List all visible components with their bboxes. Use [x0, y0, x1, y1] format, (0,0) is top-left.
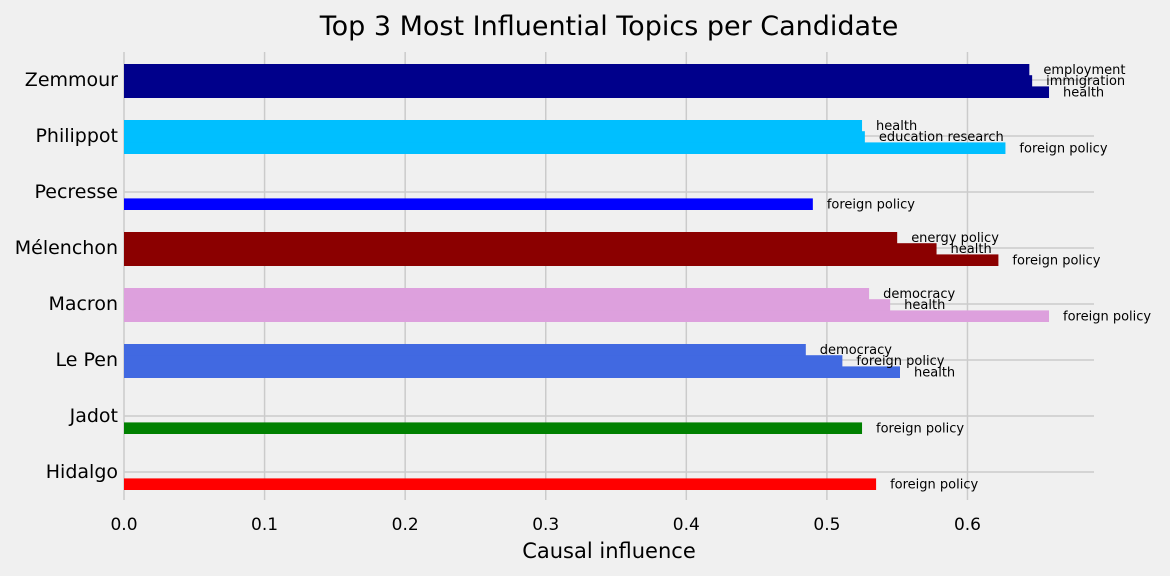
y-tick-label: Le Pen — [56, 349, 119, 371]
bar-label: foreign policy — [890, 477, 978, 492]
chart-title: Top 3 Most Influential Topics per Candid… — [319, 11, 899, 42]
bar-label: health — [914, 365, 955, 380]
bar-label: health — [1063, 85, 1104, 100]
y-tick-label: Jadot — [69, 405, 118, 427]
bar-label: foreign policy — [1063, 309, 1151, 324]
bar — [124, 232, 898, 244]
bar-label: health — [904, 298, 945, 313]
bars — [124, 64, 1050, 490]
bar — [124, 86, 1050, 98]
bar-labels: employmentimmigrationhealthhealtheducati… — [820, 63, 1152, 492]
x-axis-label: Causal influence — [522, 539, 696, 563]
bar — [124, 288, 870, 300]
bar — [124, 310, 1050, 322]
x-tick-label: 0.5 — [813, 515, 840, 535]
y-tick-label: Macron — [48, 293, 118, 315]
y-tick-label: Philippot — [35, 125, 118, 147]
bar-label: education research — [879, 130, 1004, 145]
bar-label: health — [876, 119, 917, 134]
bar — [124, 355, 843, 367]
bar-label: foreign policy — [827, 197, 915, 212]
x-tick-label: 0.3 — [532, 515, 559, 535]
x-tick-labels: 0.0 0.1 0.2 0.3 0.4 0.5 0.6 — [110, 515, 981, 535]
bar-label: health — [951, 242, 992, 257]
bar — [124, 142, 1006, 154]
x-tick-label: 0.4 — [673, 515, 700, 535]
bar — [124, 299, 891, 311]
x-tick-label: 0.6 — [954, 515, 981, 535]
bar — [124, 344, 806, 356]
y-tick-labels: Zemmour Philippot Pecresse Mélenchon Macron L… — [15, 69, 118, 483]
bar — [124, 64, 1030, 76]
y-tick-label: Hidalgo — [46, 461, 118, 483]
bar-label: energy policy — [911, 231, 999, 246]
bar — [124, 243, 937, 255]
bar — [124, 254, 999, 266]
bar-label: foreign policy — [856, 354, 944, 369]
bar — [124, 120, 863, 132]
bar-label: foreign policy — [1012, 253, 1100, 268]
x-tick-label: 0.0 — [110, 515, 137, 535]
bar-label: foreign policy — [876, 421, 964, 436]
bar — [124, 366, 900, 378]
bar-label: democracy — [883, 287, 955, 302]
x-tick-label: 0.2 — [392, 515, 419, 535]
bar-label: employment — [1043, 63, 1125, 78]
bar — [124, 422, 863, 434]
bar — [124, 75, 1033, 87]
bar — [124, 131, 865, 143]
y-tick-label: Zemmour — [25, 69, 118, 91]
y-tick-label: Pecresse — [35, 181, 119, 203]
x-tick-label: 0.1 — [251, 515, 278, 535]
bar-label: foreign policy — [1019, 141, 1107, 156]
bar — [124, 198, 813, 210]
bar-label: immigration — [1046, 74, 1125, 89]
bar — [124, 478, 877, 490]
y-tick-label: Mélenchon — [15, 237, 118, 259]
bar-label: democracy — [820, 343, 892, 358]
